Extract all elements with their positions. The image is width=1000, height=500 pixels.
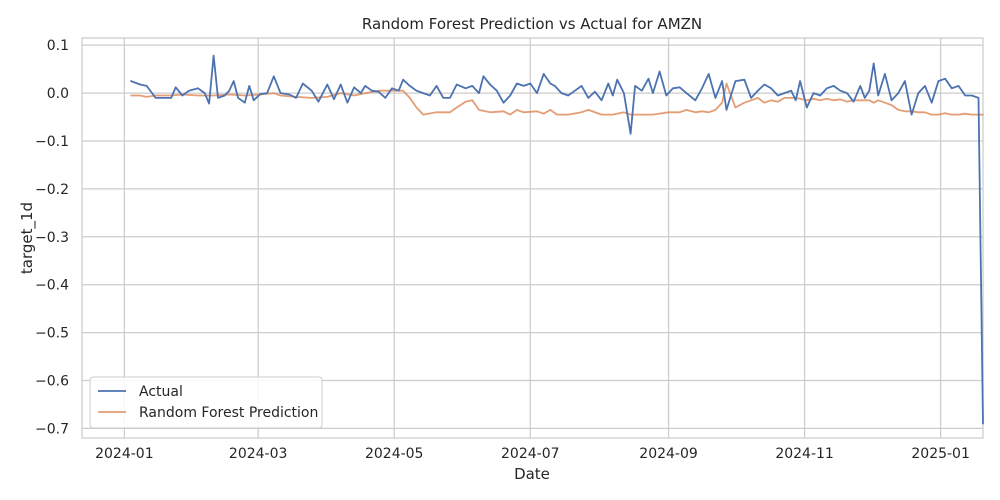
x-axis-label: Date [514, 465, 550, 483]
y-tick-label: 0.0 [47, 86, 69, 102]
x-gridlines [123, 38, 942, 438]
y-tick-label: −0.7 [35, 421, 69, 437]
plot-frame [81, 37, 984, 439]
x-tick-label: 2024-03 [229, 446, 288, 462]
y-tick-label: −0.3 [35, 230, 69, 246]
series-layer [130, 54, 984, 425]
plot-area [82, 38, 983, 438]
y-tick-label: −0.1 [35, 134, 69, 150]
x-tick-label: 2025-01 [911, 446, 970, 462]
x-tick-labels: 2024-01 2024-03 2024-05 2024-07 2024-09 2024-… [95, 446, 970, 462]
y-tick-label: −0.2 [35, 182, 69, 198]
series-line-actual [130, 54, 984, 425]
x-tick-label: 2024-01 [95, 446, 154, 462]
x-tick-label: 2024-11 [775, 446, 834, 462]
legend-box [89, 376, 323, 429]
y-tick-label: −0.6 [35, 374, 69, 390]
y-tick-label: −0.4 [35, 278, 69, 294]
chart-title: Random Forest Prediction vs Actual for A… [362, 15, 702, 33]
series-line-random-forest-prediction [130, 82, 984, 116]
y-axis-label: target_1d [18, 202, 37, 274]
legend-label-actual: Actual [139, 384, 183, 400]
x-tick-label: 2024-07 [501, 446, 560, 462]
y-tick-label: 0.1 [47, 38, 69, 54]
legend: Actual Random Forest Prediction [89, 376, 323, 429]
y-tick-labels: 0.1 0.0 −0.1 −0.2 −0.3 −0.4 −0.5 −0.6 −0.7 [35, 38, 69, 437]
x-tick-label: 2024-05 [365, 446, 424, 462]
y-tick-label: −0.5 [35, 326, 69, 342]
x-tick-label: 2024-09 [639, 446, 698, 462]
legend-label-random-forest-prediction: Random Forest Prediction [139, 405, 318, 421]
